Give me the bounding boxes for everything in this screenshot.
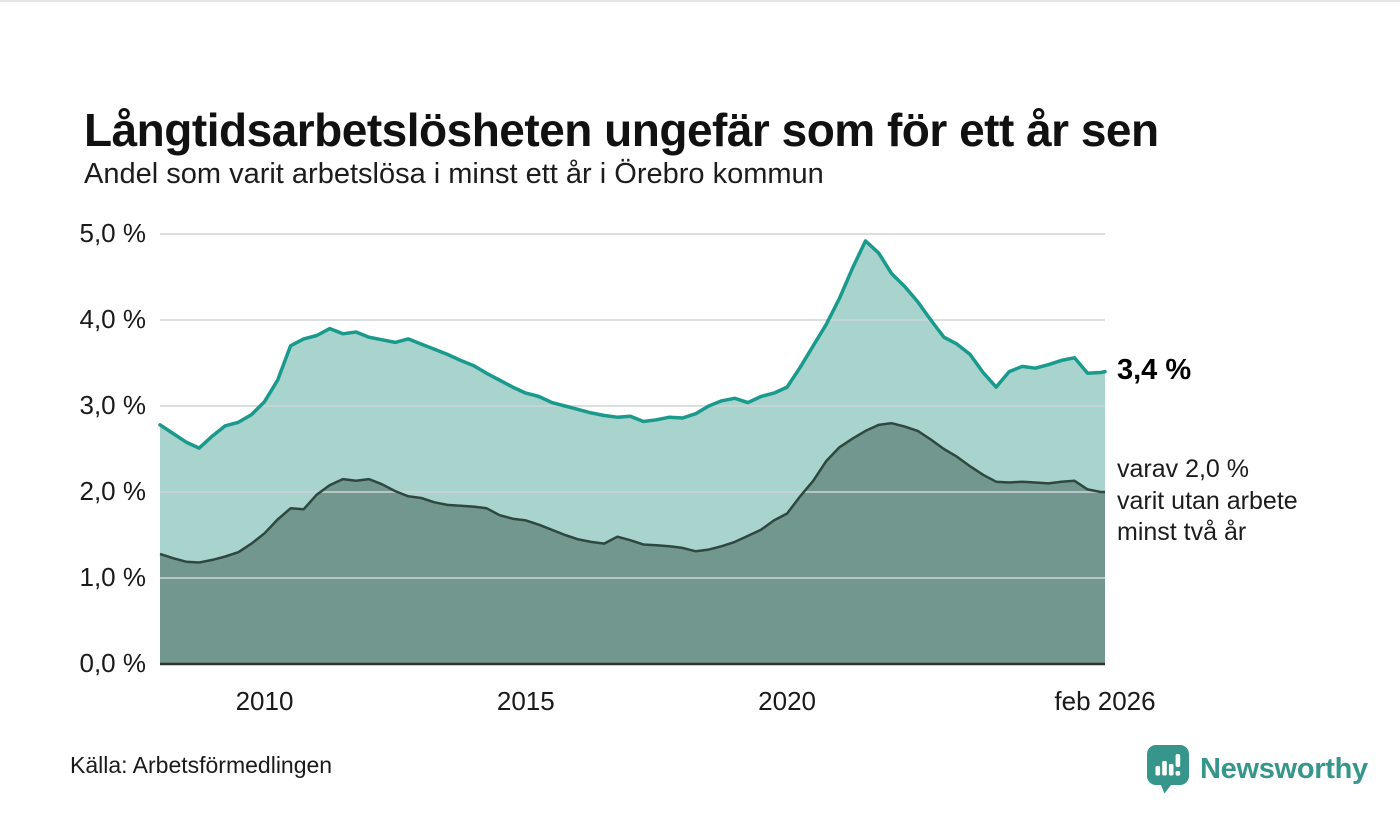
source-text: Källa: Arbetsförmedlingen bbox=[70, 752, 333, 778]
y-tick-3,0%: 3,0 % bbox=[79, 390, 147, 420]
y-tick-4,0%: 4,0 % bbox=[79, 304, 147, 334]
chart-subtitle: Andel som varit arbetslösa i minst ett å… bbox=[84, 158, 824, 190]
x-tick-feb-2026: feb 2026 bbox=[1054, 686, 1156, 716]
area-two-plus-years bbox=[160, 423, 1105, 664]
gridlines bbox=[160, 233, 1105, 579]
line-two-plus-years bbox=[159, 421, 1105, 564]
newsworthy-wordmark: Newsworthy bbox=[1200, 752, 1368, 785]
x-tick-2010: 2010 bbox=[235, 686, 294, 716]
area-chart bbox=[158, 233, 1107, 666]
x-tick-2015: 2015 bbox=[496, 686, 555, 716]
y-tick-5,0%: 5,0 % bbox=[79, 218, 147, 248]
latest-value-label: 3,4 % bbox=[1117, 354, 1192, 386]
newsworthy-bubble-icon bbox=[1147, 745, 1189, 794]
y-tick-0,0%: 0,0 % bbox=[79, 648, 147, 678]
y-tick-1,0%: 1,0 % bbox=[79, 562, 147, 592]
y-tick-2,0%: 2,0 % bbox=[79, 476, 147, 506]
page-title: Långtidsarbetslösheten ungefär som för e… bbox=[84, 103, 1159, 156]
x-tick-2020: 2020 bbox=[758, 686, 817, 716]
newsworthy-logo: Newsworthy bbox=[1146, 744, 1368, 794]
plot-area: 0,0 % 1,0 % 2,0 % 3,0 % 4,0 % 5,0 % 2010 2015 2… bbox=[80, 218, 1156, 716]
two-year-note-label: varav 2,0 % varit utan arbete minst två … bbox=[1117, 455, 1298, 546]
line-total-one-year bbox=[158, 239, 1107, 450]
